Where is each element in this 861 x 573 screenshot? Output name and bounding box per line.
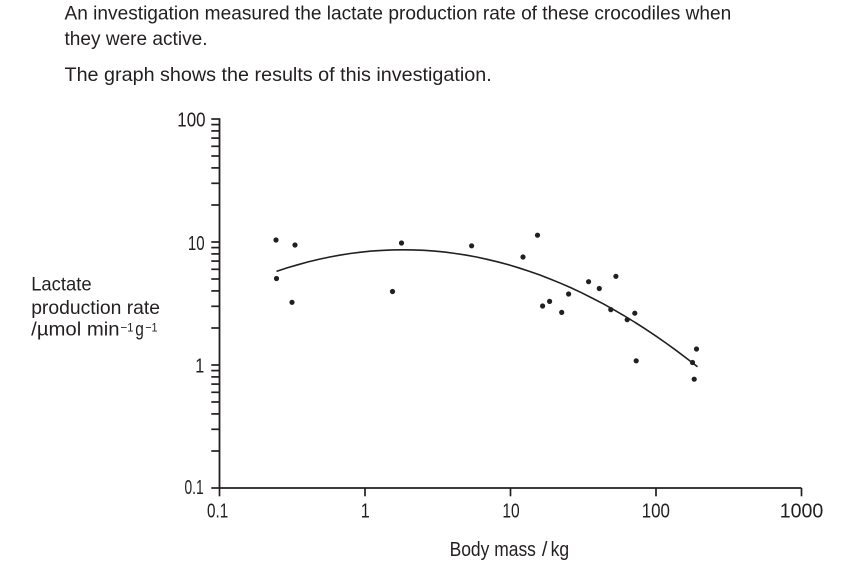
svg-text:The graph shows the results of: The graph shows the results of this inve… <box>65 64 492 86</box>
svg-text:Body mass: Body mass <box>450 539 536 561</box>
svg-text:Lactate: Lactate <box>31 274 91 296</box>
svg-text:An investigation measured the: An investigation measured the lactate pr… <box>65 3 732 25</box>
svg-text:−1: −1 <box>120 321 134 335</box>
svg-text:they were active.: they were active. <box>65 28 208 50</box>
svg-text:production rate: production rate <box>31 297 160 319</box>
svg-text:−1: −1 <box>145 321 158 335</box>
svg-text:1000: 1000 <box>780 500 824 522</box>
svg-text:100: 100 <box>642 500 670 522</box>
svg-text:100: 100 <box>177 109 205 131</box>
svg-text:1: 1 <box>361 500 370 522</box>
svg-text:10: 10 <box>188 233 205 255</box>
svg-text:0.1: 0.1 <box>207 500 228 522</box>
svg-text:/: / <box>542 539 548 561</box>
svg-text:g: g <box>135 319 144 341</box>
svg-text:0.1: 0.1 <box>185 477 204 499</box>
svg-text:10: 10 <box>502 500 519 522</box>
svg-text:1: 1 <box>195 355 204 377</box>
svg-text:kg: kg <box>551 539 570 561</box>
svg-text:/µmol min: /µmol min <box>31 319 119 341</box>
